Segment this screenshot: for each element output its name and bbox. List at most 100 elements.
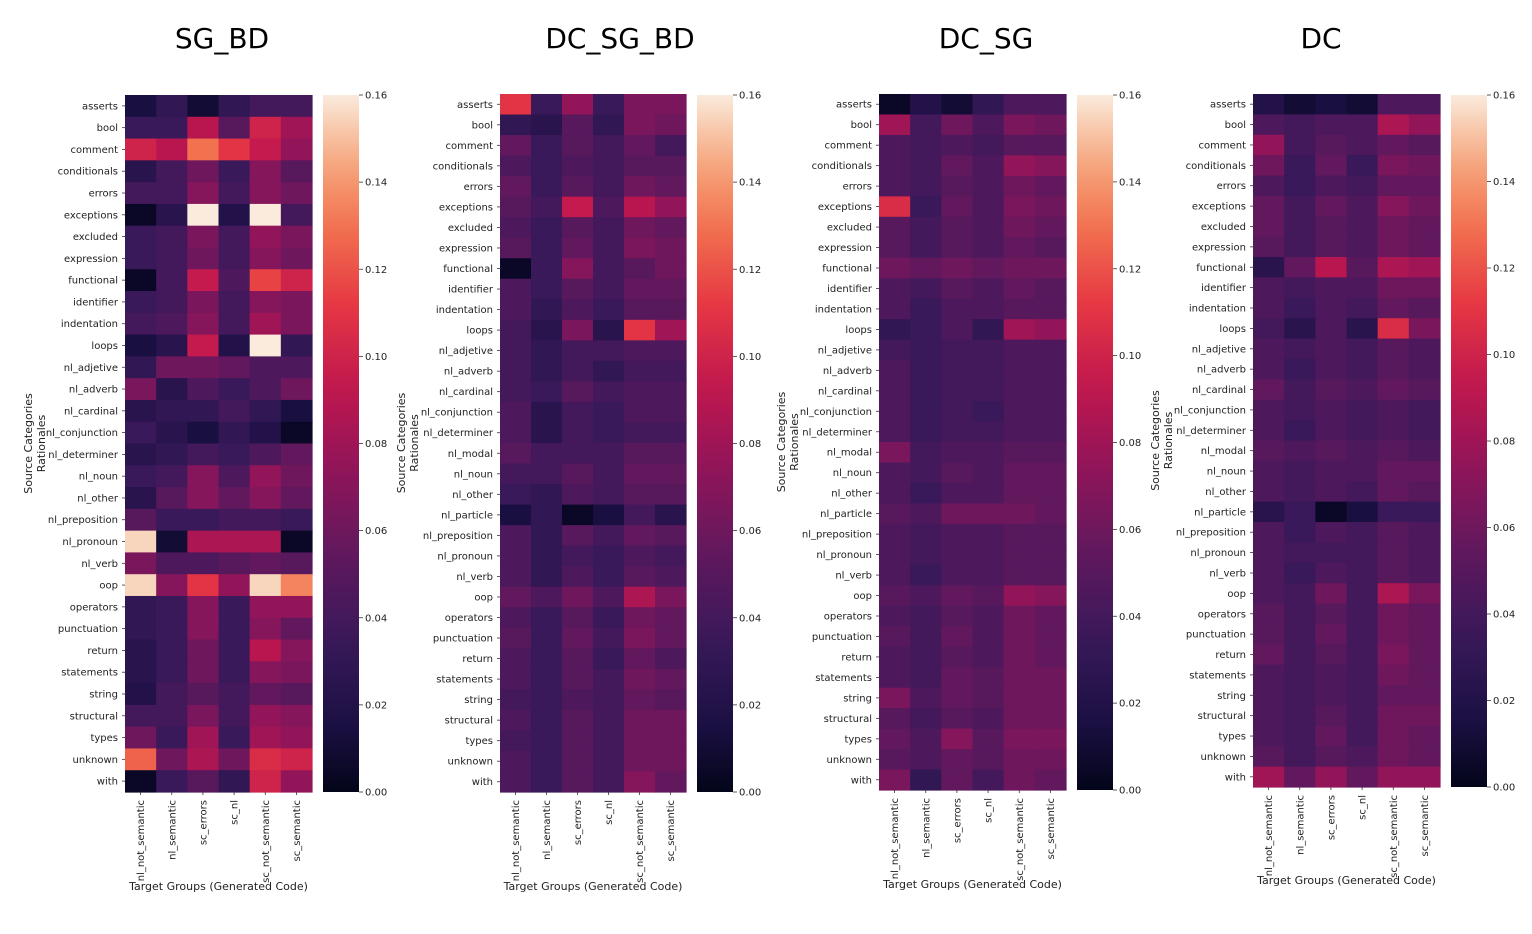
heatmap-cell bbox=[531, 114, 563, 136]
heatmap-cell bbox=[879, 605, 911, 627]
heatmap-cell bbox=[500, 114, 532, 136]
y-tick-label: nl_adverb bbox=[1197, 365, 1246, 376]
heatmap-cell bbox=[910, 360, 942, 382]
heatmap-cell bbox=[187, 247, 220, 270]
heatmap-cell bbox=[941, 196, 974, 218]
heatmap-cell bbox=[125, 748, 157, 771]
colorbar-tick-label: 0.00 bbox=[365, 788, 387, 799]
heatmap-cell bbox=[1034, 421, 1067, 443]
heatmap-cell bbox=[125, 247, 157, 270]
heatmap-cell bbox=[1408, 725, 1441, 747]
heatmap-cell bbox=[249, 291, 282, 314]
heatmap-cell bbox=[280, 269, 313, 292]
heatmap-cell bbox=[1284, 644, 1316, 666]
heatmap-cell bbox=[1377, 114, 1410, 136]
heatmap-cell bbox=[187, 530, 220, 554]
heatmap-cell bbox=[1284, 664, 1316, 686]
heatmap-cell bbox=[1284, 420, 1316, 442]
heatmap-cell bbox=[655, 443, 687, 465]
x-tick-label: nl_semantic bbox=[921, 798, 932, 858]
y-tick-label: nl_other bbox=[77, 493, 119, 504]
y-tick-label: nl_adverb bbox=[823, 366, 872, 377]
heatmap-cell bbox=[1253, 481, 1285, 503]
heatmap-cell bbox=[125, 530, 157, 554]
heatmap-cell bbox=[1034, 646, 1067, 668]
heatmap-cell bbox=[879, 298, 911, 320]
panel-title: DC_SG bbox=[939, 22, 1034, 55]
heatmap-cell bbox=[624, 299, 656, 321]
heatmap-cell bbox=[187, 552, 220, 575]
heatmap-cell bbox=[1034, 605, 1067, 627]
heatmap-cell bbox=[1003, 216, 1036, 238]
heatmap-cell bbox=[156, 356, 188, 379]
y-tick-label: conditionals bbox=[1186, 161, 1246, 172]
heatmap-cell bbox=[156, 639, 188, 662]
panel-title: DC bbox=[1300, 22, 1341, 55]
heatmap-cell bbox=[1284, 134, 1316, 156]
heatmap-cell bbox=[593, 750, 625, 773]
heatmap-cell bbox=[655, 484, 687, 506]
heatmap-cell bbox=[1346, 399, 1379, 421]
heatmap-cells bbox=[500, 94, 687, 793]
heatmap-cell bbox=[1315, 725, 1348, 747]
x-tick-label: sc_semantic bbox=[666, 800, 677, 861]
heatmap-cell bbox=[879, 237, 911, 259]
heatmap-cell bbox=[531, 381, 563, 403]
heatmap-cell bbox=[972, 155, 1005, 177]
y-tick-label: excluded bbox=[1201, 222, 1246, 233]
heatmap-cell bbox=[624, 278, 656, 300]
heatmap-cell bbox=[280, 487, 313, 510]
heatmap-cell bbox=[125, 465, 157, 488]
heatmap-cell bbox=[593, 771, 625, 793]
heatmap-cell bbox=[910, 646, 942, 668]
heatmap-cell bbox=[1377, 399, 1410, 421]
heatmap-cell bbox=[655, 648, 687, 670]
heatmap-cell bbox=[562, 340, 594, 362]
heatmap-cell bbox=[1346, 603, 1379, 625]
x-tick-label: nl_not_semantic bbox=[890, 798, 901, 879]
colorbar-tick-label: 0.00 bbox=[1119, 786, 1141, 797]
heatmap-cell bbox=[562, 627, 594, 649]
heatmap-cell bbox=[1315, 155, 1348, 177]
heatmap-cell bbox=[500, 258, 532, 280]
heatmap-cell bbox=[593, 484, 625, 506]
heatmap-cell bbox=[1284, 705, 1316, 727]
heatmap-cell bbox=[1346, 522, 1379, 544]
heatmap-cell bbox=[1034, 155, 1067, 177]
heatmap-cell bbox=[624, 258, 656, 280]
heatmap-cell bbox=[593, 217, 625, 239]
heatmap-cell bbox=[249, 269, 282, 292]
y-tick-label: nl_particle bbox=[820, 509, 872, 520]
heatmap-cell bbox=[1003, 401, 1036, 423]
heatmap-cell bbox=[1315, 623, 1348, 645]
heatmap-cell bbox=[1346, 379, 1379, 401]
heatmap-cell bbox=[1284, 195, 1316, 217]
heatmap-cell bbox=[562, 94, 594, 116]
heatmap-cell bbox=[218, 421, 251, 445]
heatmap-cell bbox=[125, 356, 157, 379]
heatmap-cell bbox=[1284, 481, 1316, 503]
heatmap-cell bbox=[1003, 196, 1036, 218]
heatmap-cell bbox=[1284, 155, 1316, 177]
heatmap-cell bbox=[1284, 562, 1316, 584]
y-tick-label: nl_determiner bbox=[1176, 426, 1247, 437]
heatmap-cell bbox=[280, 312, 313, 336]
heatmap-cell bbox=[156, 770, 188, 793]
heatmap-cell bbox=[1284, 114, 1316, 136]
colorbar-tick-label: 0.16 bbox=[1493, 91, 1515, 102]
heatmap-cell bbox=[972, 442, 1005, 464]
heatmap-cell bbox=[1408, 705, 1441, 727]
heatmap-cell bbox=[500, 709, 532, 732]
heatmap-cell bbox=[1377, 623, 1410, 645]
heatmap-cell bbox=[624, 504, 656, 526]
heatmap-cell bbox=[1284, 603, 1316, 625]
y-tick-label: indentation bbox=[61, 319, 118, 330]
heatmap-cell bbox=[1346, 94, 1379, 115]
heatmap-cell bbox=[125, 508, 157, 532]
heatmap-cell bbox=[218, 182, 251, 205]
colorbar-tick-label: 0.14 bbox=[1119, 177, 1141, 188]
y-tick-label: nl_verb bbox=[81, 559, 118, 570]
heatmap-cell bbox=[1315, 297, 1348, 319]
y-tick-label: nl_noun bbox=[454, 469, 493, 480]
heatmap-cell bbox=[1315, 94, 1348, 115]
